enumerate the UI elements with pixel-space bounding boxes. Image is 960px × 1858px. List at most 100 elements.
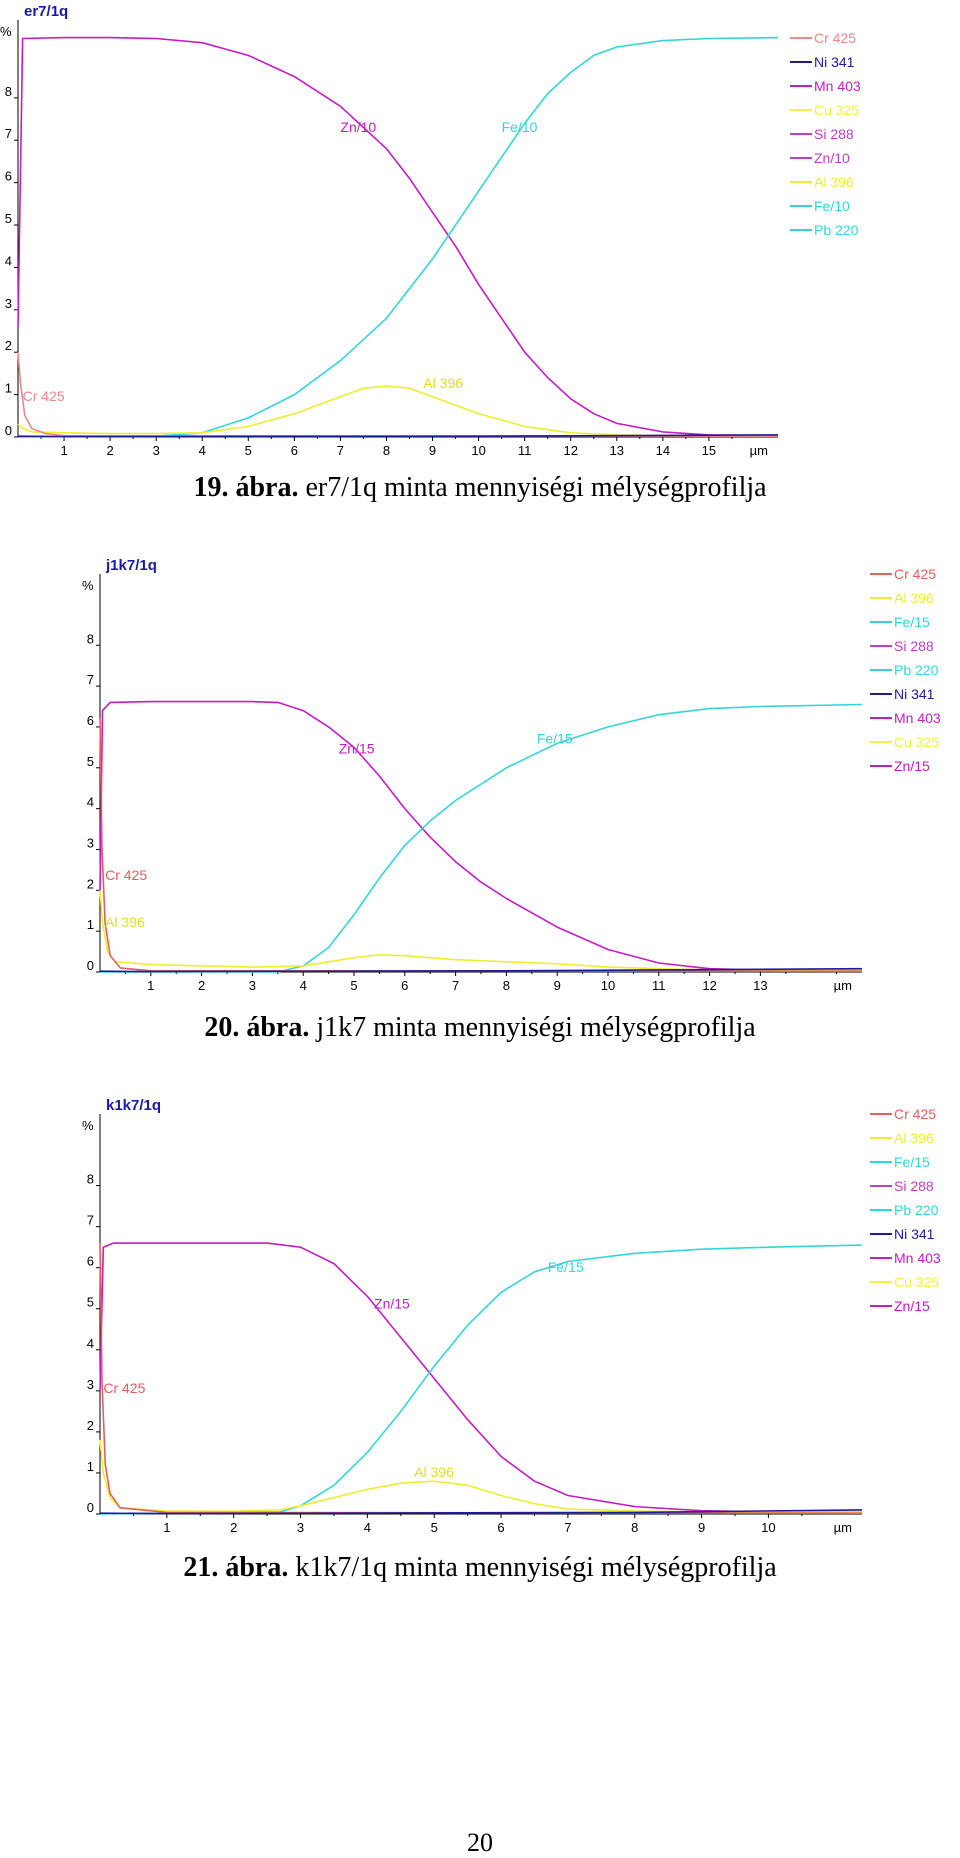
legend-entry: Pb 220 bbox=[894, 662, 939, 678]
y-tick-label: 3 bbox=[87, 835, 94, 850]
y-tick-label: 8 bbox=[5, 84, 12, 99]
series-annotation: Al 396 bbox=[423, 375, 463, 391]
depth-profile-chart-j1k7: j1k7/1q% 0 1 2 3 4 5 6 7 8 1 2 3 4 5 6 7 8 9 10 11 12 13 µm Zn/1… bbox=[0, 540, 960, 1000]
x-tick-label: 13 bbox=[610, 443, 624, 458]
series-annotation: Cr 425 bbox=[23, 388, 65, 404]
y-tick-label: 0 bbox=[87, 1500, 94, 1515]
x-tick-label: 7 bbox=[337, 443, 344, 458]
x-tick-label: 1 bbox=[163, 1520, 170, 1535]
series-line-al-396 bbox=[17, 385, 778, 437]
x-tick-label: 10 bbox=[601, 978, 615, 993]
series-annotation: Al 396 bbox=[105, 914, 145, 930]
legend-entry: Ni 341 bbox=[894, 1226, 935, 1242]
x-tick-label: 3 bbox=[249, 978, 256, 993]
x-tick-label: 2 bbox=[230, 1520, 237, 1535]
legend-entry: Cu 325 bbox=[814, 102, 859, 118]
x-tick-label: 13 bbox=[753, 978, 767, 993]
series-line-fe-15 bbox=[99, 1244, 863, 1515]
x-axis-unit: µm bbox=[750, 443, 768, 458]
caption-text: k1k7/1q minta mennyiségi mélységprofilja bbox=[288, 1552, 777, 1583]
y-tick-label: 6 bbox=[5, 169, 12, 184]
x-tick-label: 11 bbox=[518, 443, 532, 458]
y-tick-label: 6 bbox=[87, 713, 94, 728]
legend-entry: Si 288 bbox=[894, 1178, 934, 1194]
legend-entry: Cr 425 bbox=[894, 1106, 936, 1122]
series-annotation: Fe/15 bbox=[537, 730, 573, 746]
legend-entry: Cu 325 bbox=[894, 734, 939, 750]
x-tick-label: 6 bbox=[497, 1520, 504, 1535]
legend-entry: Cu 325 bbox=[894, 1274, 939, 1290]
y-tick-label: 5 bbox=[5, 211, 12, 226]
series-line-al-396 bbox=[99, 1440, 862, 1513]
x-tick-label: 15 bbox=[702, 443, 716, 458]
y-tick-label: 0 bbox=[5, 423, 12, 438]
legend-entry: Si 288 bbox=[814, 126, 854, 142]
x-tick-label: 3 bbox=[153, 443, 160, 458]
legend-entry: Mn 403 bbox=[894, 1250, 941, 1266]
y-tick-label: 1 bbox=[5, 381, 12, 396]
series-annotation: Fe/15 bbox=[548, 1259, 584, 1275]
chart-title: k1k7/1q bbox=[106, 1097, 161, 1114]
series-line-ni-341 bbox=[99, 1509, 863, 1515]
x-tick-label: 3 bbox=[297, 1520, 304, 1535]
legend-entry: Zn/15 bbox=[894, 1298, 930, 1314]
legend-entry: Mn 403 bbox=[814, 78, 861, 94]
x-tick-label: 5 bbox=[431, 1520, 438, 1535]
legend-entry: Fe/15 bbox=[894, 1154, 930, 1170]
y-tick-label: 5 bbox=[87, 1295, 94, 1310]
chart-title: j1k7/1q bbox=[105, 557, 157, 574]
x-tick-label: 4 bbox=[364, 1520, 371, 1535]
x-tick-label: 10 bbox=[761, 1520, 775, 1535]
x-axis-unit: µm bbox=[834, 1520, 852, 1535]
series-annotation: Cr 425 bbox=[103, 1380, 145, 1396]
x-tick-label: 6 bbox=[401, 978, 408, 993]
legend-entry: Al 396 bbox=[814, 174, 854, 190]
x-tick-label: 8 bbox=[383, 443, 390, 458]
chart-svg: k1k7/1q% 0 1 2 3 4 5 6 7 8 1 2 3 4 5 6 7 8 9 10 µm Zn/15 Fe/15… bbox=[82, 1097, 941, 1535]
depth-profile-chart-k1k7: k1k7/1q% 0 1 2 3 4 5 6 7 8 1 2 3 4 5 6 7 8 9 10 µm Zn/15 Fe/15… bbox=[0, 1080, 960, 1540]
series-line-al-396 bbox=[99, 890, 862, 971]
x-tick-label: 8 bbox=[503, 978, 510, 993]
series-annotation: Zn/15 bbox=[374, 1296, 410, 1312]
legend-entry: Pb 220 bbox=[894, 1202, 939, 1218]
x-tick-label: 4 bbox=[300, 978, 307, 993]
x-tick-label: 12 bbox=[702, 978, 716, 993]
y-tick-label: 6 bbox=[87, 1254, 94, 1269]
legend-entry: Cr 425 bbox=[814, 30, 856, 46]
series-line-ni-341 bbox=[99, 967, 863, 973]
y-tick-label: 5 bbox=[87, 754, 94, 769]
chart-title: er7/1q bbox=[24, 3, 68, 20]
caption-label: 19. ábra. bbox=[193, 472, 299, 503]
series-annotation: Cr 425 bbox=[105, 867, 147, 883]
series-line-cr-425 bbox=[17, 352, 779, 438]
caption-text: er7/1q minta mennyiségi mélységprofilja bbox=[298, 472, 767, 503]
figure-caption-19: 19. ábra. er7/1q minta mennyiségi mélysé… bbox=[0, 472, 960, 504]
legend-entry: Al 396 bbox=[894, 590, 934, 606]
x-tick-label: 11 bbox=[652, 978, 666, 993]
y-axis-label: % bbox=[82, 578, 94, 593]
x-axis-unit: µm bbox=[834, 978, 852, 993]
caption-label: 21. ábra. bbox=[183, 1552, 289, 1583]
y-tick-label: 3 bbox=[5, 296, 12, 311]
figure-caption-21: 21. ábra. k1k7/1q minta mennyiségi mélys… bbox=[0, 1552, 960, 1584]
series-line-cr-425 bbox=[99, 1243, 863, 1515]
series-line-fe-15 bbox=[100, 703, 863, 973]
y-tick-label: 8 bbox=[87, 631, 94, 646]
series-line-fe-10 bbox=[17, 36, 779, 438]
page-number: 20 bbox=[467, 1828, 493, 1857]
depth-profile-chart-er7: er7/1q% 0 1 2 3 4 5 6 7 8 1 2 3 4 5 6 7 8 9 10 11 12 13 14 15 µm Z… bbox=[0, 0, 960, 460]
y-tick-label: 8 bbox=[87, 1172, 94, 1187]
y-tick-label: 1 bbox=[87, 1459, 94, 1474]
series-line-cr-425 bbox=[99, 718, 863, 973]
x-tick-label: 2 bbox=[198, 978, 205, 993]
x-tick-label: 12 bbox=[563, 443, 577, 458]
x-tick-label: 4 bbox=[199, 443, 206, 458]
y-tick-label: 1 bbox=[87, 917, 94, 932]
legend-entry: Si 288 bbox=[894, 638, 934, 654]
x-tick-label: 5 bbox=[245, 443, 252, 458]
legend-entry: Al 396 bbox=[894, 1130, 934, 1146]
y-tick-label: 7 bbox=[87, 1213, 94, 1228]
x-tick-label: 9 bbox=[429, 443, 436, 458]
series-line-ni-341 bbox=[17, 434, 779, 438]
x-tick-label: 1 bbox=[60, 443, 67, 458]
